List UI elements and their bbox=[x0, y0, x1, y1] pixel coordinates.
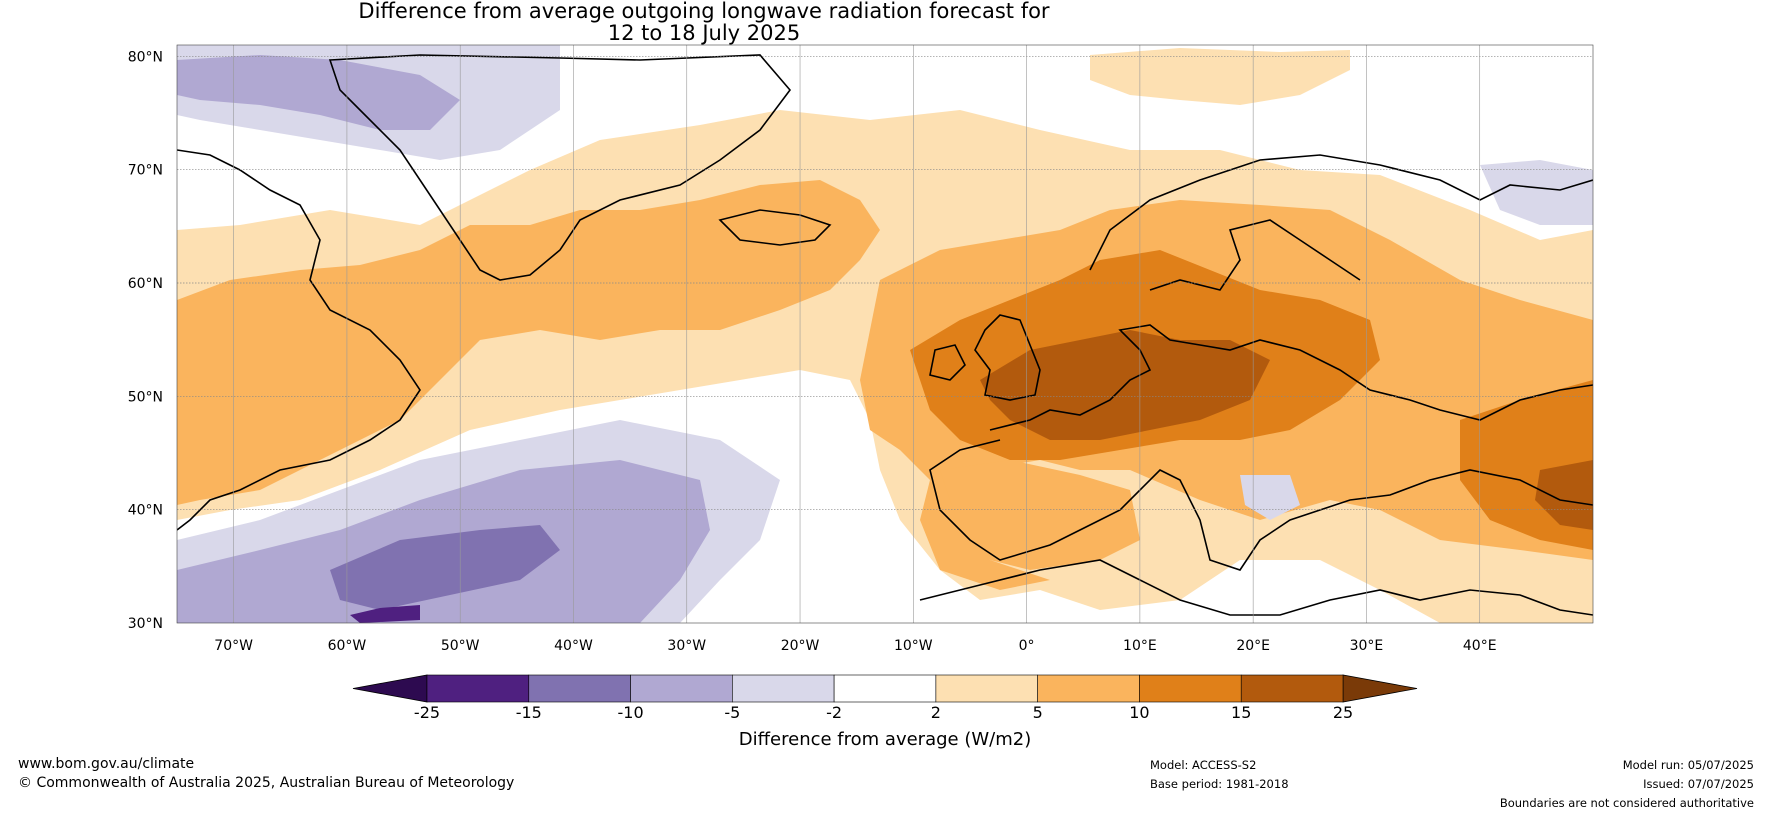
lat-label: 50°N bbox=[128, 389, 163, 405]
colorbar-tick-label: -10 bbox=[617, 703, 643, 722]
colorbar-label: Difference from average (W/m2) bbox=[739, 729, 1031, 750]
colorbar-over-arrow bbox=[1342, 674, 1418, 703]
lon-label: 60°W bbox=[328, 638, 367, 654]
model-run-text: Model run: 05/07/2025 bbox=[1622, 758, 1754, 772]
issued-text: Issued: 07/07/2025 bbox=[1643, 777, 1754, 791]
scandinavia-coast bbox=[1089, 154, 1593, 291]
colorbar-segment bbox=[935, 674, 1038, 703]
lon-label: 30°W bbox=[667, 638, 706, 654]
colorbar-tick-label: 5 bbox=[1033, 703, 1043, 722]
anomaly-region-neg15to25-atlantic bbox=[350, 605, 420, 623]
lon-label: 0° bbox=[1019, 638, 1035, 654]
lat-label: 40°N bbox=[128, 503, 163, 519]
europe-mainland-coast bbox=[929, 324, 1593, 571]
colorbar-segment bbox=[528, 674, 631, 703]
lon-label: 10°W bbox=[894, 638, 933, 654]
colorbar: -25 -15 -10 -5 -2 2 5 10 15 25 bbox=[352, 674, 1418, 722]
coastlines bbox=[177, 54, 1593, 616]
lon-label: 20°E bbox=[1236, 638, 1270, 654]
anomaly-region-2to5-arctic bbox=[1090, 48, 1350, 105]
website-link[interactable]: www.bom.gov.au/climate bbox=[18, 756, 195, 772]
anomaly-region-5to10-africa bbox=[940, 460, 1140, 570]
lat-label: 30°N bbox=[128, 616, 163, 632]
iceland-coast bbox=[718, 209, 832, 246]
lon-label: 30°E bbox=[1350, 638, 1384, 654]
disclaimer-text: Boundaries are not considered authoritat… bbox=[1499, 796, 1754, 810]
lon-label: 40°E bbox=[1463, 638, 1497, 654]
lon-label: 50°W bbox=[441, 638, 480, 654]
latitude-labels: 80°N 70°N 60°N 50°N 40°N 30°N bbox=[128, 49, 163, 632]
anomaly-field bbox=[177, 45, 1593, 623]
colorbar-tick-label: 15 bbox=[1231, 703, 1251, 722]
anomaly-region-neg5to10-greenland bbox=[177, 55, 460, 130]
colorbar-segment bbox=[833, 674, 937, 703]
model-text: Model: ACCESS-S2 bbox=[1150, 758, 1257, 772]
north-america-coast bbox=[177, 149, 421, 531]
longitude-labels: 70°W 60°W 50°W 40°W 30°W 20°W 10°W 0° 10°E 20°E 30… bbox=[214, 638, 1496, 654]
lon-label: 10°E bbox=[1123, 638, 1157, 654]
lon-label: 40°W bbox=[554, 638, 593, 654]
chart-title-line1: Difference from average outgoing longwav… bbox=[358, 0, 1050, 23]
colorbar-segment bbox=[426, 674, 530, 703]
mediterranean-coast bbox=[919, 559, 1593, 616]
lat-label: 60°N bbox=[128, 276, 163, 292]
lon-label: 20°W bbox=[781, 638, 820, 654]
colorbar-under-arrow bbox=[352, 674, 428, 703]
lat-label: 80°N bbox=[128, 49, 163, 65]
anomaly-region-neg2to5-balkans bbox=[1240, 475, 1300, 520]
colorbar-segment bbox=[630, 674, 733, 703]
colorbar-tick-label: -15 bbox=[516, 703, 542, 722]
colorbar-segment bbox=[1240, 674, 1344, 703]
colorbar-segment bbox=[732, 674, 835, 703]
base-period-text: Base period: 1981-2018 bbox=[1150, 777, 1289, 791]
chart-title-line2: 12 to 18 July 2025 bbox=[607, 21, 801, 45]
colorbar-tick-label: 10 bbox=[1129, 703, 1149, 722]
colorbar-segment bbox=[1139, 674, 1242, 703]
anomaly-region-5to10-west bbox=[177, 180, 880, 505]
colorbar-tick-label: 2 bbox=[931, 703, 941, 722]
colorbar-tick-label: -2 bbox=[826, 703, 842, 722]
anomaly-region-neg2to5-ne bbox=[1480, 160, 1593, 225]
anomaly-region-15to25-east bbox=[1535, 460, 1593, 530]
gridlines bbox=[177, 45, 1593, 623]
copyright-text: © Commonwealth of Australia 2025, Austra… bbox=[18, 775, 515, 791]
britain-coast bbox=[929, 314, 1041, 401]
lon-label: 70°W bbox=[214, 638, 253, 654]
map-frame bbox=[176, 44, 1594, 624]
anomaly-region-neg10to15-atlantic bbox=[330, 525, 560, 610]
colorbar-tick-label: 25 bbox=[1333, 703, 1353, 722]
colorbar-tick-label: -25 bbox=[414, 703, 440, 722]
colorbar-tick-label: -5 bbox=[724, 703, 740, 722]
colorbar-segment bbox=[1037, 674, 1140, 703]
lat-label: 70°N bbox=[128, 163, 163, 179]
